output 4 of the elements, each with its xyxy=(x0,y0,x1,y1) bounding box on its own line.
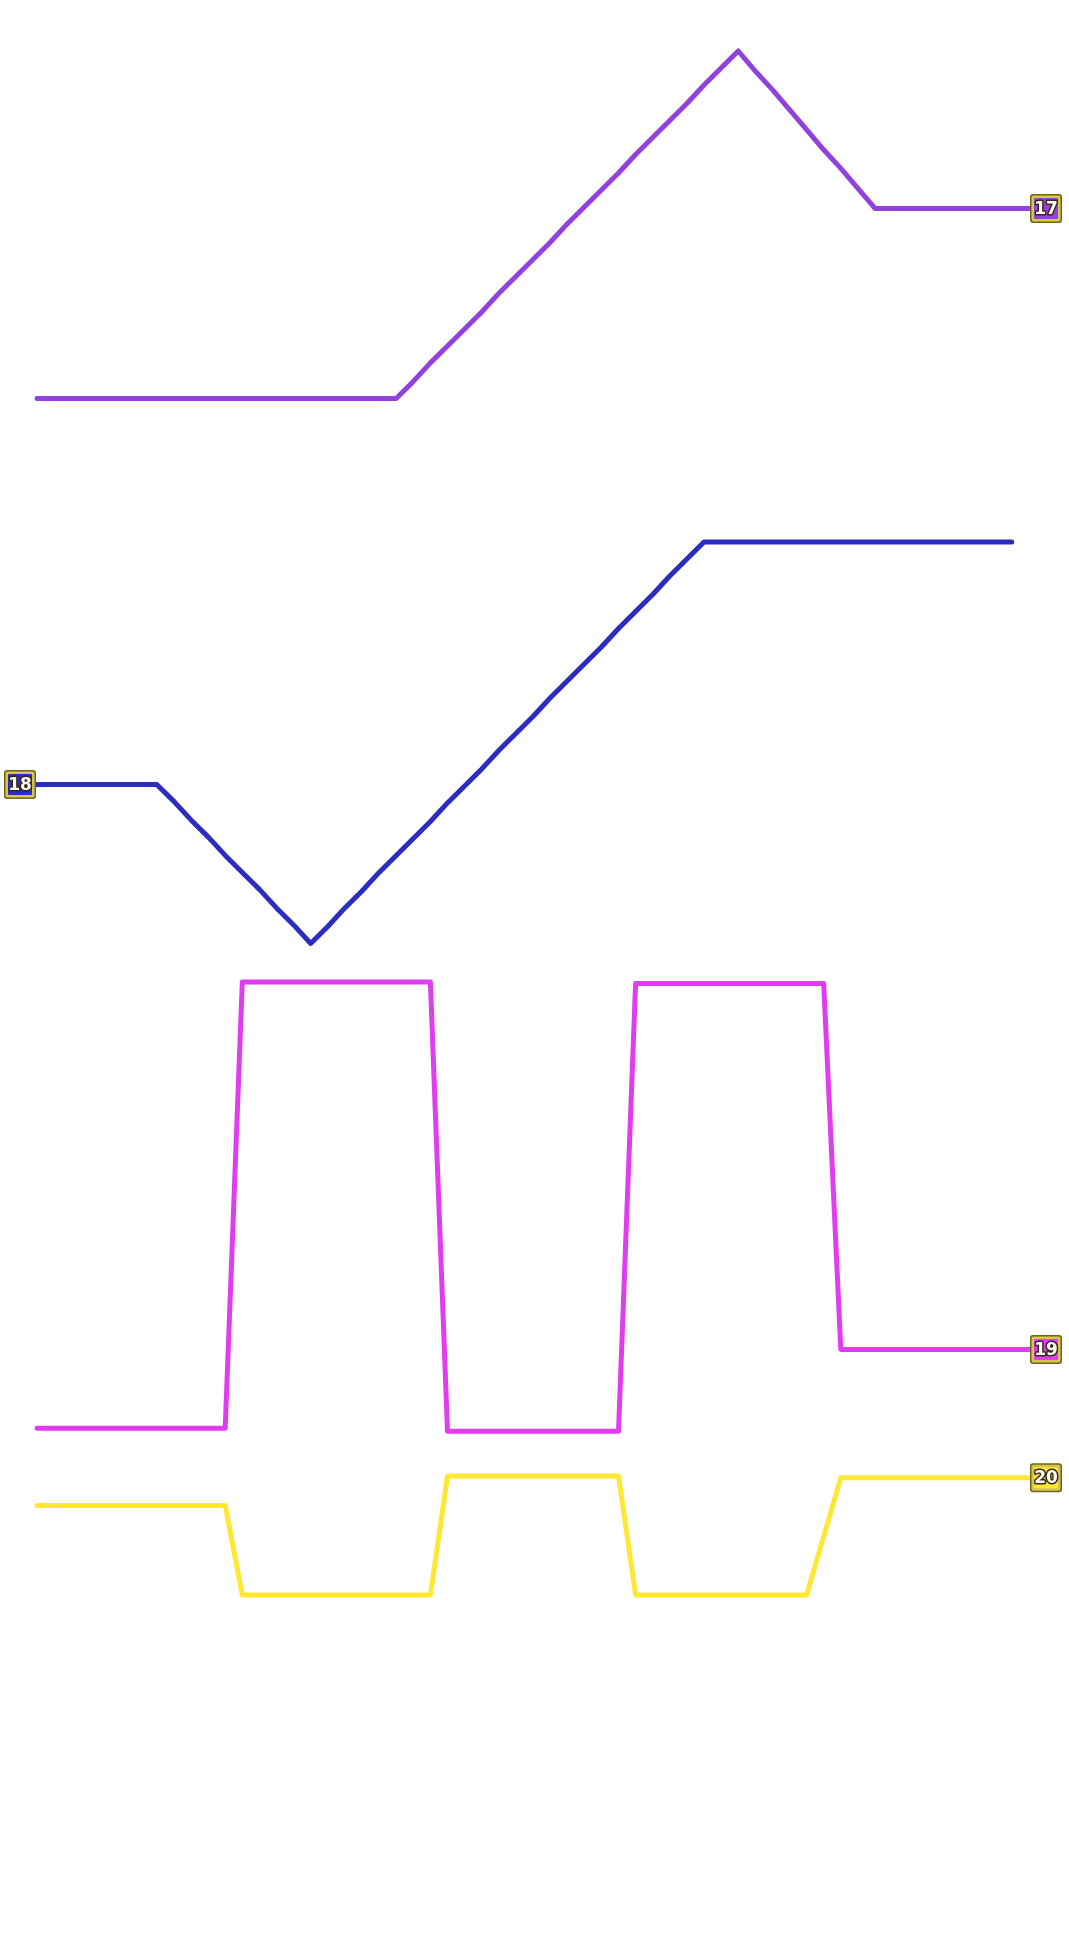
series-label: 20 xyxy=(1034,1467,1058,1488)
series-label: 17 xyxy=(1034,197,1058,218)
series-label: 18 xyxy=(8,773,32,794)
series-label: 19 xyxy=(1034,1338,1058,1359)
